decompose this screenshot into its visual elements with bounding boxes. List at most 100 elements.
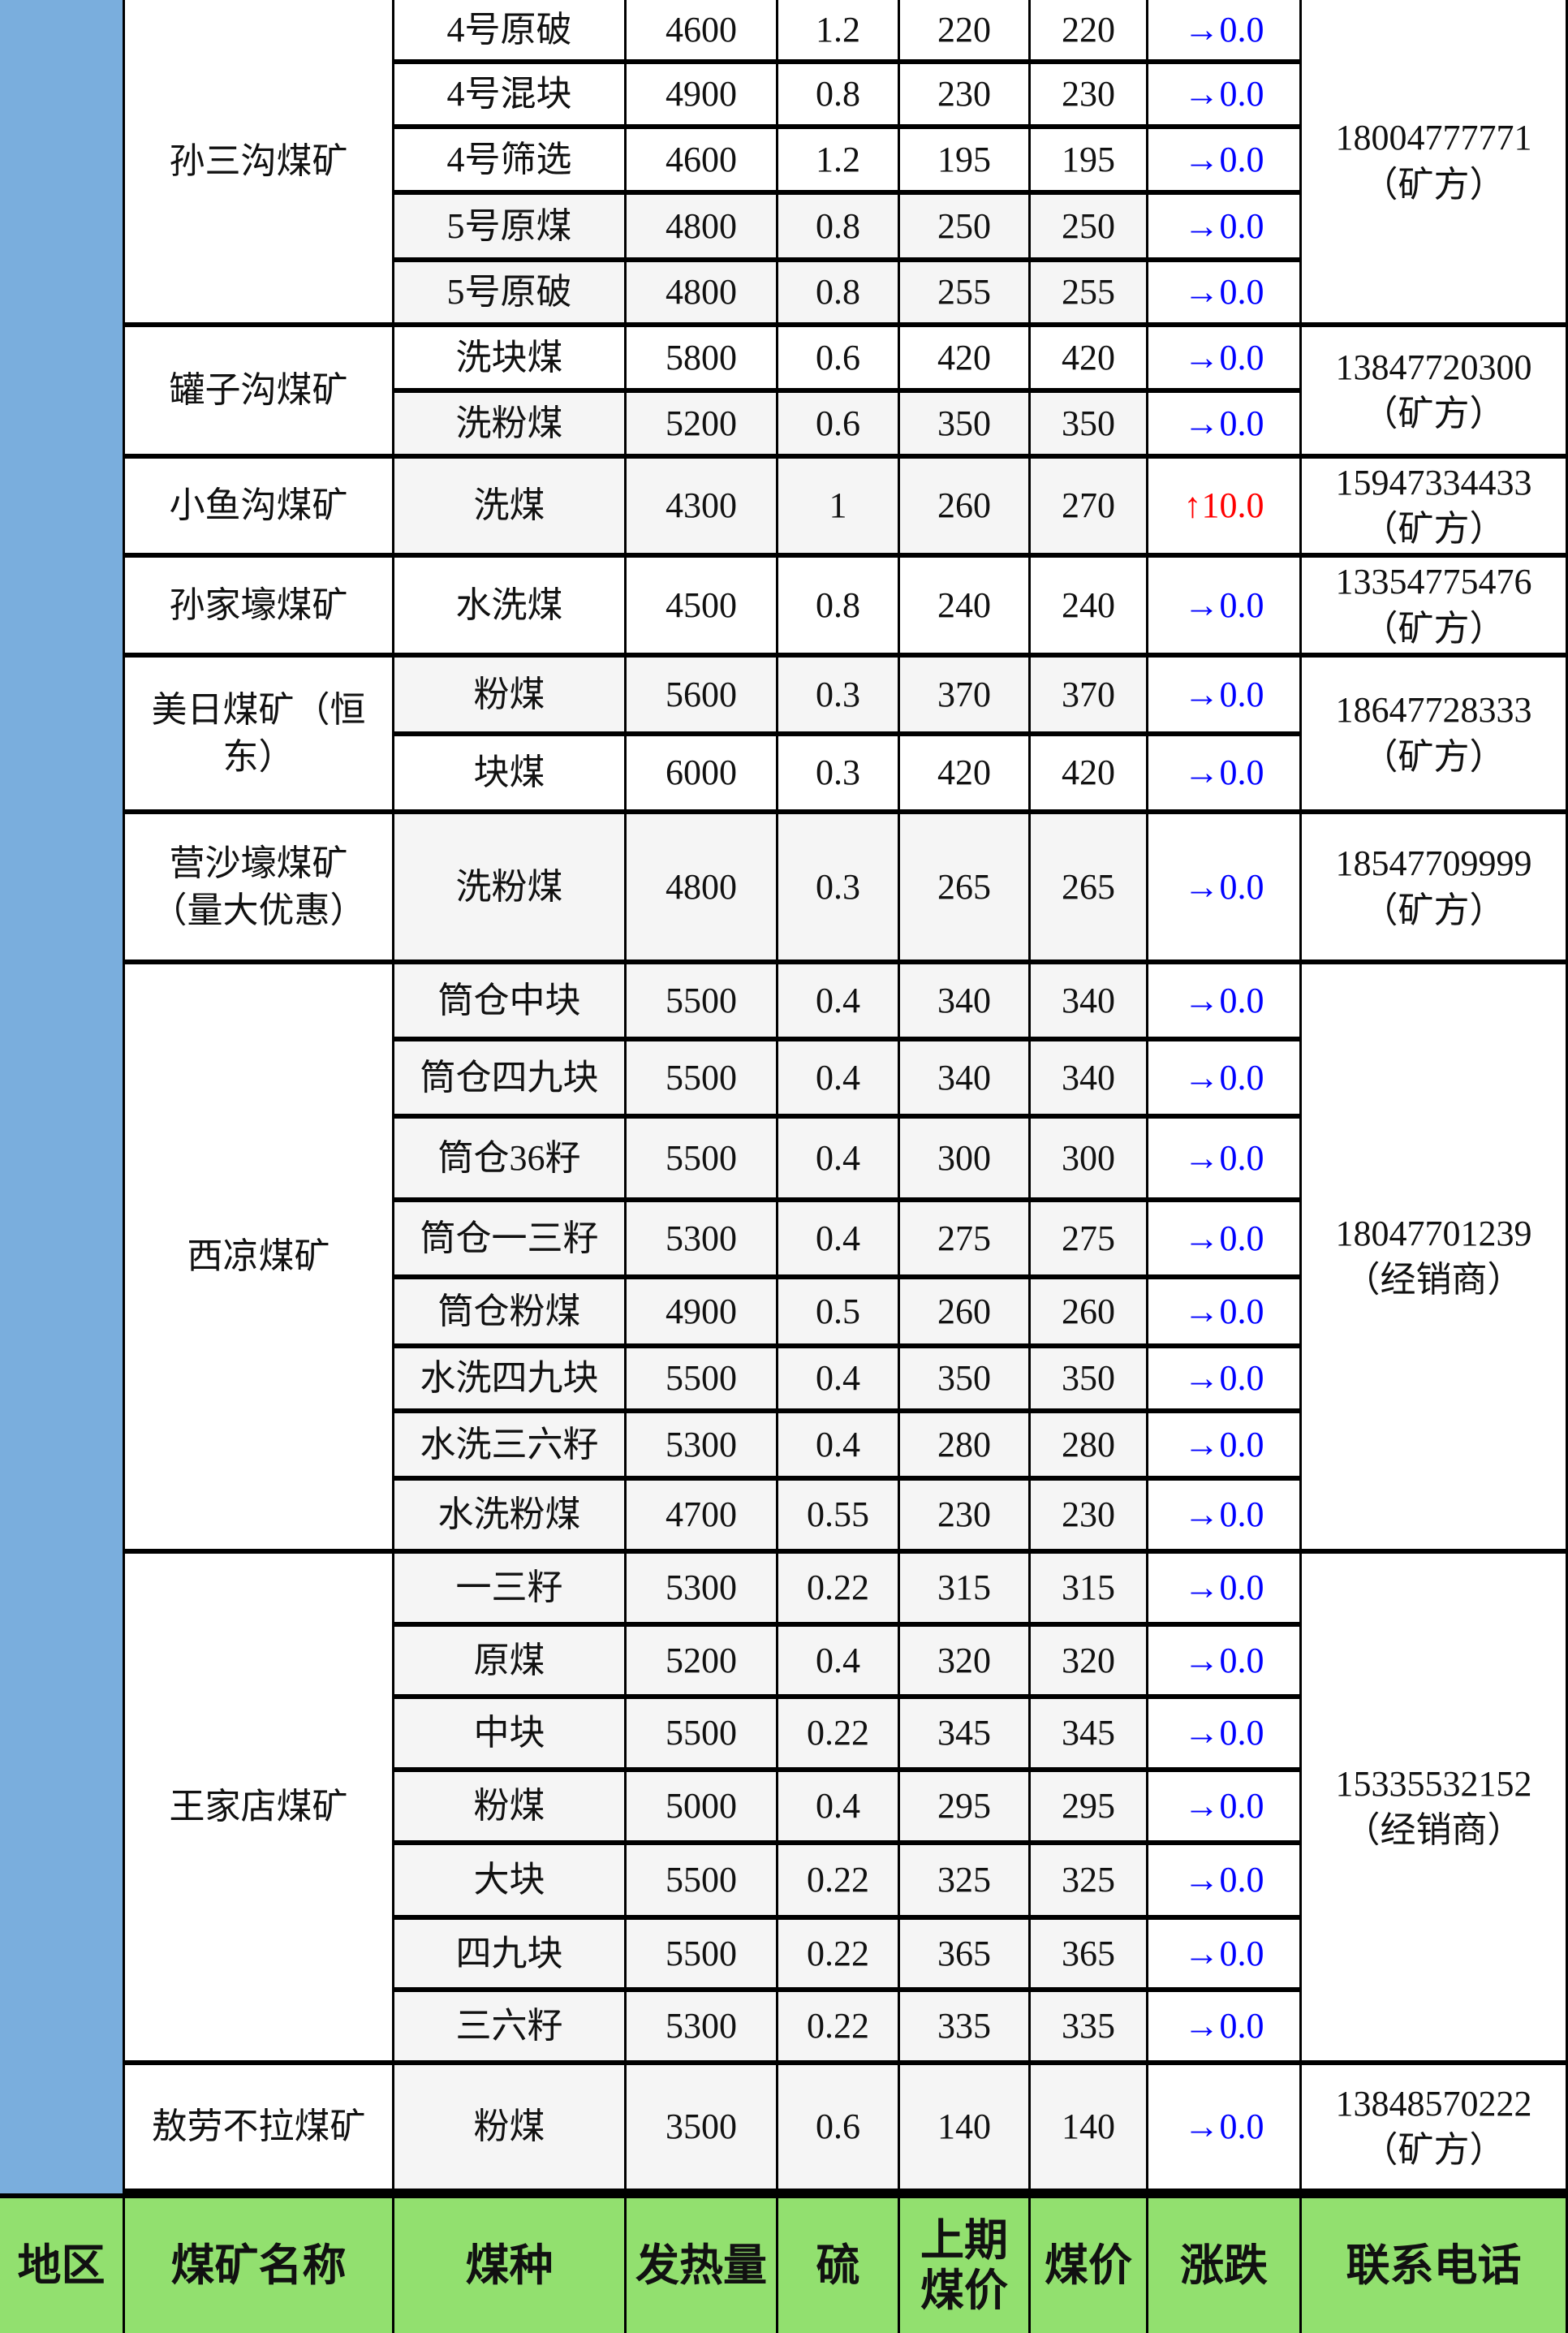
- sulfur-cell: 0.4: [778, 1202, 900, 1279]
- heat-value-cell: 5500: [627, 1348, 778, 1413]
- sulfur-cell: 1.2: [778, 0, 900, 64]
- heat-value: 5800: [666, 337, 737, 377]
- prev-price: 255: [937, 272, 991, 313]
- phone-number: 13847720300: [1335, 347, 1532, 387]
- sulfur-cell: 0.22: [778, 1554, 900, 1627]
- phone-cell: 15335532152 （经销商）: [1302, 1554, 1568, 2065]
- price-cell: 340: [1031, 964, 1148, 1041]
- heat-value-cell: 4800: [627, 262, 778, 327]
- phone-cell: 13354775476 （矿方）: [1302, 558, 1568, 658]
- header-coal-type-label: 煤种: [465, 2240, 554, 2290]
- change-value: 0.0: [1219, 1057, 1264, 1098]
- change-cell: →0.0: [1148, 1845, 1302, 1920]
- sulfur-value: 0.4: [816, 1137, 860, 1178]
- prev-price-cell: 420: [900, 327, 1031, 393]
- prev-price-cell: 315: [900, 1554, 1031, 1627]
- header-change-label: 涨跌: [1180, 2240, 1268, 2290]
- coal-type: 水洗粉煤: [437, 1494, 581, 1535]
- coal-type: 洗粉煤: [455, 866, 563, 907]
- price-change: →0.0: [1184, 1421, 1264, 1468]
- mine-name: 敖劳不拉煤矿: [151, 2107, 366, 2147]
- arrow-right-icon: →: [1183, 674, 1220, 714]
- price-cell: 295: [1031, 1772, 1148, 1845]
- price-cell: 275: [1031, 1202, 1148, 1279]
- phone-cell: 13848570222 （矿方）: [1302, 2065, 1568, 2193]
- change-cell: →0.0: [1148, 1119, 1302, 1202]
- sulfur-cell: 0.4: [778, 964, 900, 1041]
- coal-type-cell: 粉煤: [394, 2065, 627, 2193]
- price-change: →0.0: [1184, 1135, 1264, 1181]
- prev-price-cell: 340: [900, 964, 1031, 1041]
- arrow-right-icon: →: [1183, 1494, 1220, 1535]
- price-cell: 365: [1031, 1920, 1148, 1992]
- price: 275: [1062, 1218, 1115, 1258]
- price-change: →0.0: [1184, 136, 1264, 183]
- price-change: →0.0: [1184, 977, 1264, 1024]
- contact-type: （经销商）: [1344, 1810, 1523, 1850]
- heat-value: 4500: [666, 584, 737, 625]
- change-value: 0.0: [1219, 1568, 1264, 1608]
- prev-price: 335: [937, 2006, 991, 2046]
- price: 420: [1062, 753, 1115, 793]
- heat-value-cell: 4900: [627, 1279, 778, 1348]
- arrow-right-icon: →: [1183, 1933, 1220, 1973]
- change-cell: →0.0: [1148, 814, 1302, 964]
- heat-value: 5300: [666, 1218, 737, 1258]
- header-sulfur: 硫: [778, 2193, 900, 2333]
- coal-type: 筒仓一三籽: [420, 1218, 599, 1258]
- price-change: →0.0: [1184, 1288, 1264, 1335]
- price-cell: 280: [1031, 1413, 1148, 1481]
- mine-name: 小鱼沟煤矿: [169, 485, 348, 526]
- coal-type-cell: 筒仓一三籽: [394, 1202, 627, 1279]
- change-value: 0.0: [1219, 674, 1264, 714]
- phone-cell: 18547709999 （矿方）: [1302, 814, 1568, 964]
- mine-name: 营沙壕煤矿（量大优惠）: [151, 843, 366, 930]
- arrow-right-icon: →: [1183, 1424, 1220, 1464]
- heat-value-cell: 5300: [627, 1554, 778, 1627]
- mine-name: 西凉煤矿: [187, 1236, 330, 1277]
- sulfur-cell: 0.22: [778, 1920, 900, 1992]
- price-cell: 325: [1031, 1845, 1148, 1920]
- heat-value-cell: 5800: [627, 327, 778, 393]
- header-sulfur-label: 硫: [816, 2240, 860, 2290]
- sulfur-value: 1.2: [816, 139, 860, 179]
- header-heat-value: 发热量: [627, 2193, 778, 2333]
- change-value: 0.0: [1219, 1786, 1264, 1826]
- price-change: →0.0: [1184, 1710, 1264, 1756]
- price-cell: 220: [1031, 0, 1148, 64]
- sulfur-value: 0.55: [807, 1494, 869, 1535]
- heat-value-cell: 5200: [627, 1627, 778, 1699]
- price-change: →0.0: [1184, 1054, 1264, 1101]
- prev-price-cell: 345: [900, 1699, 1031, 1772]
- change-cell: →0.0: [1148, 64, 1302, 129]
- price-cell: 300: [1031, 1119, 1148, 1202]
- arrow-right-icon: →: [1183, 272, 1220, 313]
- prev-price: 260: [937, 1291, 991, 1331]
- phone-cell: 15947334433 （矿方）: [1302, 459, 1568, 558]
- price: 250: [1062, 205, 1115, 246]
- contact-type: （矿方）: [1362, 608, 1506, 649]
- price: 365: [1062, 1933, 1115, 1973]
- heat-value: 5500: [666, 980, 737, 1020]
- sulfur-cell: 0.4: [778, 1119, 900, 1202]
- prev-price: 280: [937, 1424, 991, 1464]
- change-value: 0.0: [1219, 1713, 1264, 1753]
- change-cell: →0.0: [1148, 736, 1302, 814]
- sulfur-value: 0.6: [816, 2107, 860, 2147]
- sulfur-cell: 0.3: [778, 736, 900, 814]
- coal-type: 水洗煤: [455, 584, 563, 625]
- coal-type: 水洗四九块: [420, 1358, 599, 1399]
- change-cell: →0.0: [1148, 964, 1302, 1041]
- coal-type-cell: 粉煤: [394, 658, 627, 736]
- coal-type-cell: 中块: [394, 1699, 627, 1772]
- heat-value-cell: 4800: [627, 195, 778, 262]
- change-cell: →0.0: [1148, 262, 1302, 327]
- sulfur-cell: 0.8: [778, 262, 900, 327]
- price-cell: 230: [1031, 1481, 1148, 1554]
- change-value: 0.0: [1219, 1640, 1264, 1680]
- price: 230: [1062, 1494, 1115, 1535]
- sulfur-value: 0.4: [816, 1786, 860, 1826]
- heat-value-cell: 4600: [627, 0, 778, 64]
- price-change: →0.0: [1184, 203, 1264, 249]
- prev-price: 350: [937, 1358, 991, 1399]
